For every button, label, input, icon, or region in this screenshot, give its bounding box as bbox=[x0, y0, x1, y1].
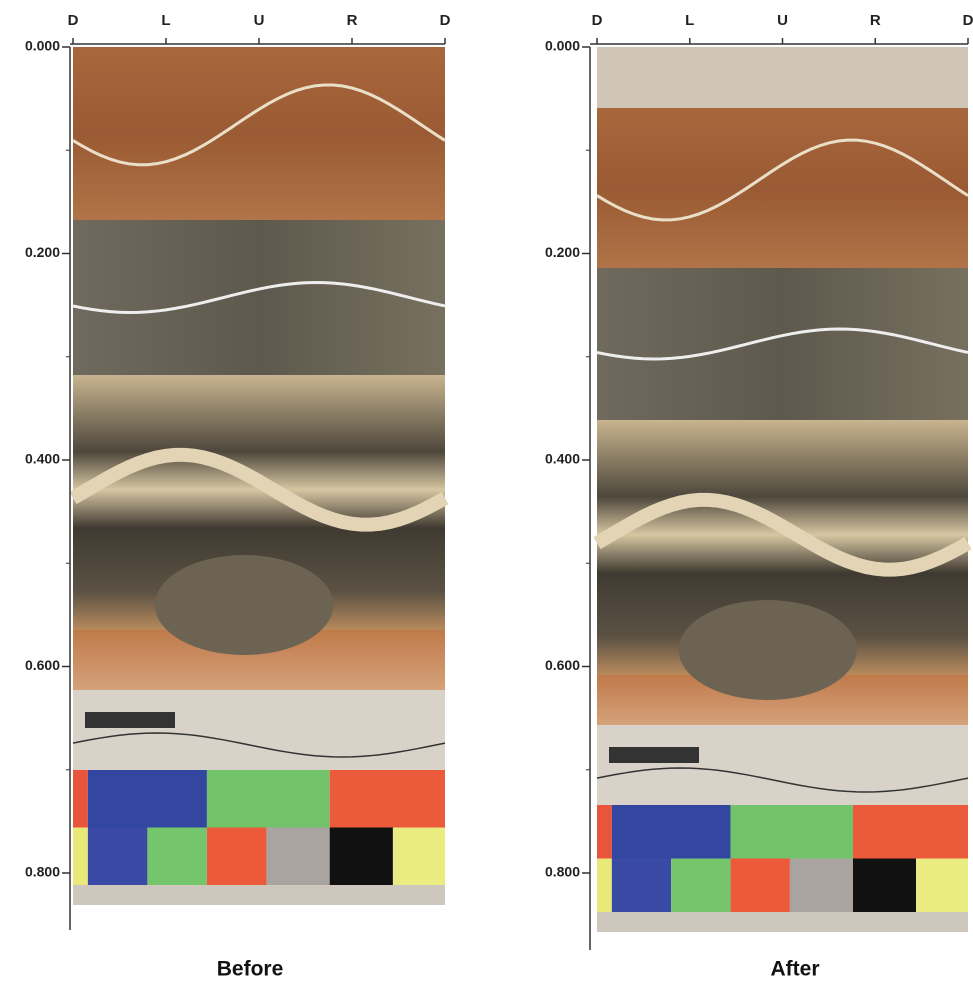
panel-caption: Before bbox=[217, 958, 284, 981]
color-block bbox=[207, 828, 267, 886]
color-block bbox=[147, 828, 207, 886]
depth-tick-label: 0.000 bbox=[545, 38, 580, 54]
depth-tick-label: 0.000 bbox=[25, 38, 60, 54]
orientation-label: L bbox=[685, 12, 694, 29]
joint-dome bbox=[155, 555, 334, 655]
depth-tick-label: 0.800 bbox=[545, 864, 580, 880]
color-block bbox=[671, 859, 730, 913]
pipe-wall bbox=[597, 108, 968, 268]
depth-tick-label: 0.200 bbox=[545, 244, 580, 260]
calibration-bar bbox=[85, 712, 175, 728]
depth-tick-label: 0.400 bbox=[25, 451, 60, 467]
color-block bbox=[597, 859, 612, 913]
orientation-label: U bbox=[254, 12, 265, 29]
bottom-strip bbox=[597, 912, 968, 932]
color-block bbox=[88, 828, 148, 886]
panel-caption: After bbox=[770, 958, 819, 981]
color-block bbox=[73, 828, 88, 886]
color-block bbox=[731, 859, 790, 913]
orientation-label: D bbox=[440, 12, 451, 29]
figure: 0.0000.2000.4000.6000.800DLURDBefore0.00… bbox=[0, 0, 973, 985]
orientation-label: U bbox=[777, 12, 788, 29]
joint-dome bbox=[679, 600, 857, 700]
color-block bbox=[853, 859, 916, 913]
color-block bbox=[88, 770, 207, 828]
color-block bbox=[266, 828, 329, 886]
orientation-label: D bbox=[592, 12, 603, 29]
color-block bbox=[731, 805, 853, 859]
color-block bbox=[790, 859, 853, 913]
color-block bbox=[916, 859, 968, 913]
color-block bbox=[393, 828, 445, 886]
depth-tick-label: 0.800 bbox=[25, 864, 60, 880]
depth-tick-label: 0.400 bbox=[545, 451, 580, 467]
calibration-strip bbox=[73, 690, 445, 770]
color-block bbox=[597, 805, 612, 859]
orientation-label: L bbox=[161, 12, 170, 29]
orientation-label: D bbox=[963, 12, 973, 29]
pipe-wall bbox=[73, 220, 445, 375]
depth-tick-label: 0.600 bbox=[25, 657, 60, 673]
bottom-strip bbox=[73, 885, 445, 905]
orientation-label: R bbox=[347, 12, 358, 29]
pipe-wall bbox=[597, 268, 968, 420]
panel: 0.000 0.200 0.400 0.600 0.800 D L U R D Before bbox=[25, 12, 451, 981]
calibration-bar bbox=[609, 747, 699, 763]
orientation-label: D bbox=[68, 12, 79, 29]
panel: 0.000 0.200 0.400 0.600 0.800 D L U R D After bbox=[545, 12, 973, 981]
orientation-label: R bbox=[870, 12, 881, 29]
color-block bbox=[853, 805, 968, 859]
color-block bbox=[73, 770, 88, 828]
calibration-strip bbox=[597, 725, 968, 805]
color-block bbox=[612, 805, 731, 859]
pipe-wall bbox=[73, 47, 445, 220]
color-block bbox=[612, 859, 671, 913]
color-block bbox=[330, 828, 393, 886]
depth-tick-label: 0.600 bbox=[545, 657, 580, 673]
color-block bbox=[330, 770, 445, 828]
depth-tick-label: 0.200 bbox=[25, 244, 60, 260]
color-block bbox=[207, 770, 330, 828]
header-strip bbox=[597, 47, 968, 108]
